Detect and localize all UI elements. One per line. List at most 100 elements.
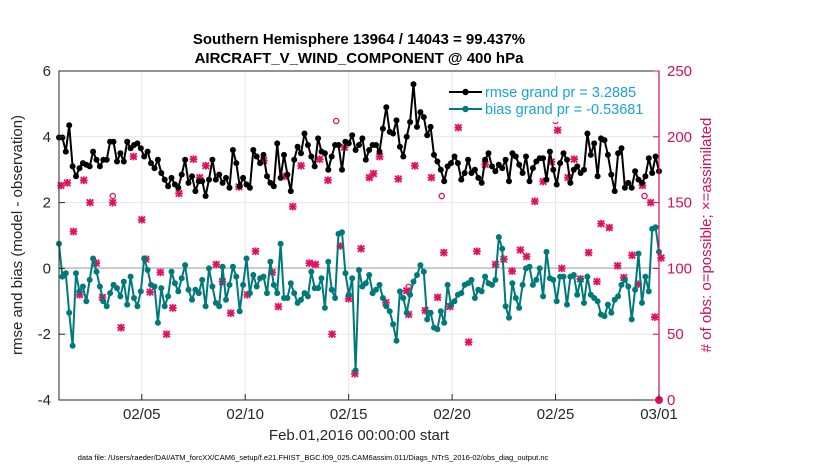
bias-point [342,270,349,277]
bias-point [253,283,260,290]
bias-point [390,321,397,328]
bias-point [489,281,495,288]
bias-point [107,290,114,297]
bias-point [478,288,485,295]
obs-assimilated-marker [433,293,442,302]
obs-assimilated-marker [328,330,336,339]
bias-point [366,272,373,278]
bias-point [373,286,379,293]
rmse-point [114,158,120,165]
obs-assimilated-marker [108,198,117,207]
rmse-point [335,142,342,148]
obs-assimilated-marker [129,152,138,161]
plot-background [59,71,659,400]
bias-point [625,283,632,290]
rmse-point [516,161,523,168]
rmse-point [471,166,478,173]
rmse-point [458,176,465,183]
rmse-point [120,158,127,165]
obs-assimilated-marker [168,304,177,312]
bias-point [414,272,420,278]
bias-point [236,308,243,315]
bias-point [216,303,223,310]
obs-assimilated-marker [628,251,636,260]
obs-assimilated-marker [570,155,579,164]
bias-point [325,258,332,265]
rmse-point [431,151,437,158]
bias-point [533,276,540,283]
rmse-point [475,174,482,181]
rmse-point [526,178,533,185]
chart-title-line1: Southern Hemisphere 13964 / 14043 = 99.4… [193,31,525,48]
rmse-point [328,153,335,160]
obs-assimilated-marker [305,259,314,267]
rmse-point [226,184,233,191]
rmse-point [66,122,73,129]
rmse-point [260,151,267,158]
rmse-point [345,140,352,147]
bias-point [386,308,393,315]
bias-point [352,367,359,374]
rmse-point [574,163,581,170]
bias-point [206,265,212,272]
rmse-point [639,179,645,186]
rmse-point [618,145,625,152]
rmse-point [366,147,373,153]
rmse-point [553,181,560,188]
bias-point [100,298,107,305]
bias-point [141,255,148,262]
rmse-point [396,143,403,150]
rmse-point [359,135,366,142]
bias-point [403,309,410,316]
bias-point [260,273,267,280]
obs-assimilated-marker [584,248,593,257]
obs-assimilated-marker [597,219,605,228]
bias-point [246,290,253,297]
obs-assimilated-marker [516,246,525,254]
rmse-point [400,153,407,160]
rmse-point [253,153,260,160]
bias-point [151,283,158,290]
rmse-point [492,168,499,175]
obs-assimilated-marker [651,313,659,321]
rmse-point [257,160,264,167]
rmse-point [192,188,199,195]
rmse-point [311,163,318,170]
rmse-point [103,156,110,163]
legend-bias-marker [462,105,469,113]
rmse-point [185,179,192,186]
bias-point [410,278,417,285]
rmse-point [90,148,97,155]
bias-point [189,296,195,303]
rmse-point [478,179,485,186]
rmse-point [69,163,76,170]
bias-point [482,273,489,280]
obs-assimilated-marker [202,161,210,170]
rmse-point [62,148,69,155]
rmse-point [403,133,410,140]
rmse-point [564,156,570,163]
rmse-point [546,148,553,155]
bias-point [223,296,229,303]
y-left-axis-ticks: -4 -2 0 2 4 6 [38,63,65,409]
rmse-point [339,166,345,173]
bias-point [584,273,591,280]
rmse-point [652,153,659,160]
bias-point [287,280,294,287]
bias-point [86,276,93,283]
rmse-point [414,123,420,130]
rmse-point [325,166,332,173]
bias-point [62,270,69,277]
x-tick-label: 03/01 [640,406,678,423]
obs-assimilated-marker [508,267,516,275]
rmse-point [611,188,618,195]
y-right-tick-label: 50 [667,326,684,343]
rmse-point [393,117,400,124]
obs-assimilated-marker [274,302,283,311]
rmse-point [270,183,277,190]
bias-point [608,309,615,316]
rmse-point [219,179,226,186]
bias-point [332,295,339,301]
obs-assimilated-marker [311,260,320,269]
